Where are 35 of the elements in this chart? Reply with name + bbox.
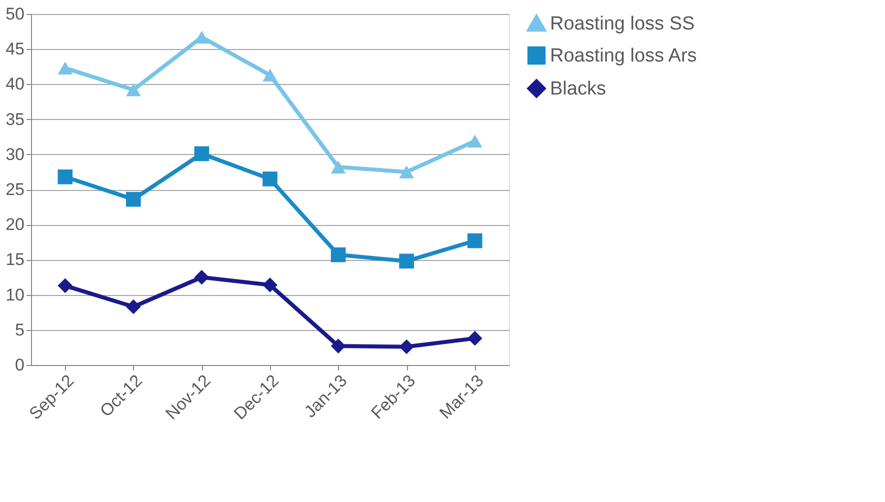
y-tick-label: 10 — [6, 285, 24, 304]
point — [58, 62, 73, 74]
legend-label: Roasting loss SS — [550, 14, 695, 34]
y-tick-label: 35 — [6, 110, 24, 129]
point — [262, 278, 278, 292]
point — [126, 192, 141, 207]
legend-label: Roasting loss Ars — [550, 46, 697, 66]
y-tick-label: 50 — [6, 4, 24, 24]
point — [126, 299, 141, 314]
point — [194, 30, 210, 44]
y-tick-label: 0 — [15, 356, 24, 374]
point — [194, 270, 210, 285]
y-tick-label: 45 — [6, 40, 24, 59]
legend-label: Blacks — [550, 78, 606, 100]
point — [330, 338, 346, 354]
point — [58, 169, 73, 184]
point — [399, 166, 414, 178]
y-tick-label: 25 — [6, 180, 24, 199]
point — [194, 146, 210, 162]
point — [467, 233, 482, 248]
point — [467, 134, 482, 148]
point — [330, 160, 346, 174]
y-tick-label: 15 — [6, 250, 24, 270]
y-tick-label: 20 — [6, 215, 24, 234]
y-tick-label: 5 — [15, 320, 24, 340]
y-tick-label: 30 — [6, 144, 24, 164]
point — [262, 172, 278, 186]
y-tick-label: 40 — [6, 74, 24, 94]
point — [399, 339, 414, 354]
point — [330, 247, 346, 262]
point — [126, 83, 141, 96]
point — [467, 330, 482, 346]
point — [399, 254, 414, 269]
point — [58, 278, 73, 294]
point — [262, 68, 278, 82]
